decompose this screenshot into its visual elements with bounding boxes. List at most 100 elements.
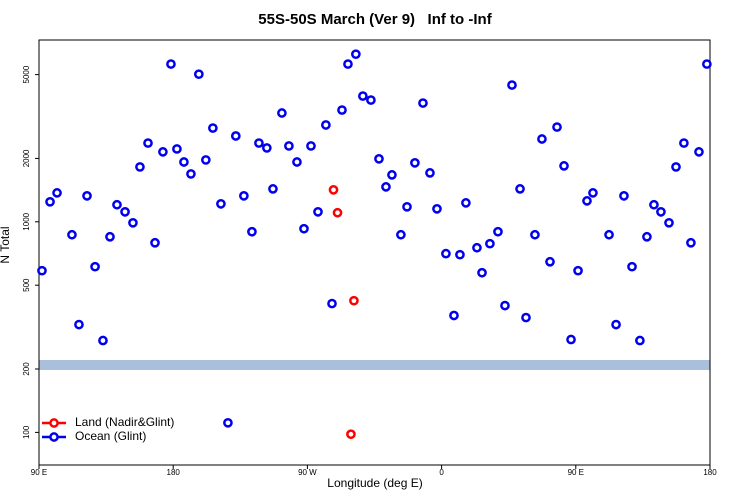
point (349, 295, 359, 306)
point (559, 161, 569, 171)
point (268, 184, 278, 194)
point (332, 207, 343, 218)
point (530, 229, 540, 240)
point (150, 237, 160, 248)
point (292, 157, 302, 167)
x-tick-label: 0 (439, 468, 444, 477)
point (128, 217, 138, 228)
point (135, 162, 145, 172)
x-tick-label: 90 E (568, 468, 584, 477)
point (208, 123, 218, 133)
point (254, 138, 264, 148)
point (82, 191, 92, 201)
point (261, 143, 272, 153)
point (642, 231, 652, 242)
y-tick-label: 200 (22, 362, 31, 376)
point (537, 134, 547, 144)
point (223, 417, 233, 428)
point (45, 196, 55, 207)
y-tick-label: 5000 (22, 65, 31, 83)
point (552, 122, 562, 132)
point (374, 154, 384, 164)
point (247, 226, 257, 237)
point (619, 191, 629, 201)
point (299, 223, 309, 234)
y-tick-label: 2000 (22, 149, 31, 167)
point (172, 144, 182, 154)
x-tick-label: 180 (703, 468, 717, 477)
point (337, 105, 347, 115)
chart-title: 55S-50S March (Ver 9) Inf to -Inf (258, 11, 492, 28)
point (306, 141, 316, 151)
point (105, 231, 115, 242)
point (67, 229, 77, 240)
point (37, 265, 47, 276)
point (277, 108, 287, 118)
point (387, 170, 397, 180)
legend-label: Ocean (Glint) (75, 429, 146, 443)
point (313, 206, 323, 217)
point (635, 335, 645, 346)
point (627, 261, 637, 272)
y-tick-label: 1000 (22, 212, 31, 230)
point (485, 238, 495, 249)
legend-marker (49, 418, 59, 428)
point (143, 138, 153, 148)
point (201, 155, 211, 165)
point (179, 157, 189, 167)
point (455, 249, 465, 260)
point (74, 319, 84, 330)
point (166, 59, 176, 69)
point (694, 147, 704, 157)
point (381, 182, 391, 192)
plot-frame (38, 39, 711, 466)
point (461, 198, 471, 208)
point (112, 199, 122, 210)
legend-label: Land (Nadir&Glint) (75, 415, 174, 429)
point (441, 248, 451, 259)
point (702, 59, 712, 69)
point (656, 206, 666, 217)
point (671, 162, 681, 172)
point (679, 138, 689, 148)
y-tick-label: 100 (22, 425, 31, 439)
point (477, 267, 487, 278)
point (604, 229, 614, 240)
point (493, 226, 503, 237)
point (507, 80, 517, 90)
point (418, 98, 428, 108)
point (432, 204, 442, 214)
point (358, 91, 368, 101)
x-axis-label: Longitude (deg E) (327, 476, 422, 490)
point (239, 191, 249, 201)
point (396, 229, 406, 240)
point (52, 188, 62, 198)
point (588, 188, 598, 198)
point (346, 429, 356, 440)
point (402, 201, 412, 212)
point (664, 217, 674, 228)
point (545, 256, 555, 267)
x-tick-label: 90 E (31, 468, 47, 477)
point (410, 158, 420, 168)
point (327, 298, 337, 309)
point (230, 131, 241, 141)
point (582, 196, 592, 206)
point (649, 199, 659, 210)
point (566, 334, 576, 345)
point (321, 120, 331, 130)
y-tick-label: 500 (22, 278, 31, 292)
point (193, 69, 204, 80)
x-tick-label: 90 W (298, 468, 317, 477)
point (472, 242, 482, 253)
legend-marker (49, 432, 59, 442)
point (366, 95, 376, 105)
point (120, 206, 130, 217)
point (98, 335, 108, 346)
point (351, 49, 361, 60)
y-axis-label: N Total (0, 226, 12, 263)
point (500, 300, 510, 311)
shaded-band (39, 360, 710, 370)
